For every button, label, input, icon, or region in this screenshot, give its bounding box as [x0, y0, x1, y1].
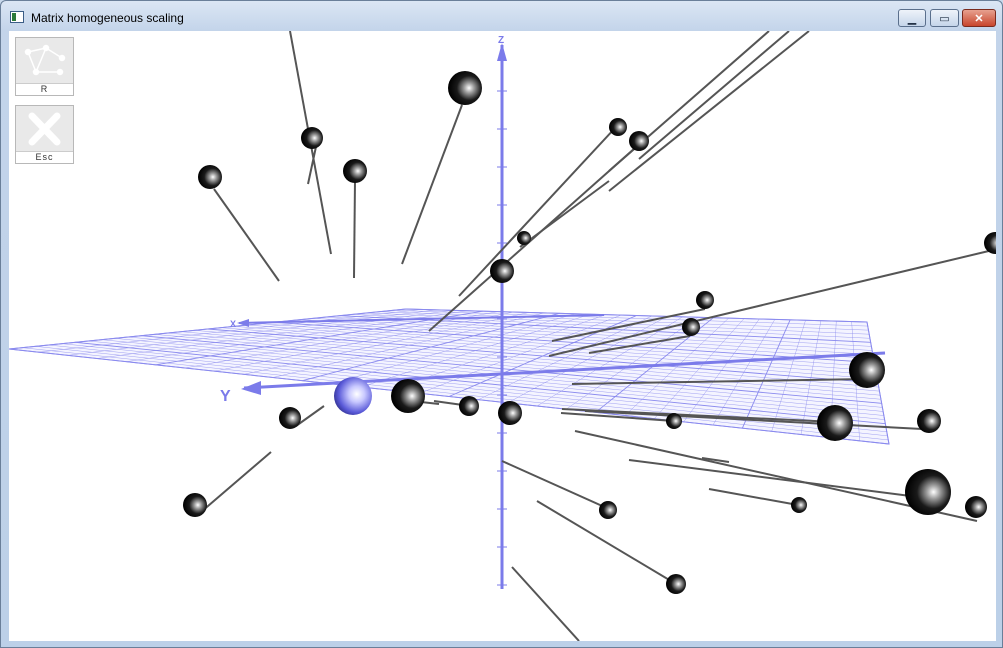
rod [608, 31, 770, 172]
sphere [682, 318, 700, 336]
sphere [498, 401, 522, 425]
sphere [343, 159, 367, 183]
rod [511, 566, 580, 641]
rod [501, 460, 610, 510]
rod [701, 457, 730, 463]
sphere [517, 231, 531, 245]
x-axis-label: X [230, 319, 236, 329]
sphere [629, 131, 649, 151]
rod [638, 31, 790, 160]
rod [560, 412, 675, 422]
spheres [183, 71, 996, 594]
rod [536, 500, 677, 585]
sphere [965, 496, 987, 518]
app-icon [10, 11, 24, 23]
sphere [917, 409, 941, 433]
sphere [448, 71, 482, 105]
escape-label: Esc [16, 151, 73, 163]
sphere [183, 493, 207, 517]
title-bar[interactable]: Matrix homogeneous scaling ▁ ▭ ✕ [1, 1, 1002, 31]
x-axis-arrow [237, 319, 249, 327]
reset-label: R [16, 83, 73, 95]
grid-line [800, 320, 822, 435]
rod [628, 459, 935, 500]
sphere [599, 501, 617, 519]
sphere [459, 396, 479, 416]
sphere [490, 259, 514, 283]
close-x-icon [28, 112, 61, 146]
sphere [696, 291, 714, 309]
y-axis-arrow [241, 381, 261, 395]
sphere [984, 232, 996, 254]
grid-line [75, 341, 886, 425]
rod [548, 249, 994, 357]
sphere [609, 118, 627, 136]
rod [608, 31, 810, 192]
grid-line [771, 320, 806, 432]
sphere [279, 407, 301, 429]
scene[interactable]: Z Y X [9, 31, 996, 641]
coordinate-axes: Z Y X [220, 35, 886, 589]
grid-line [35, 346, 888, 437]
grid-line [9, 348, 890, 445]
rod [708, 488, 799, 506]
z-axis-label: Z [498, 35, 504, 46]
sphere [791, 497, 807, 513]
window-title: Matrix homogeneous scaling [31, 11, 184, 25]
rod [353, 179, 356, 279]
rod [295, 405, 325, 427]
sphere [817, 405, 853, 441]
rod [428, 147, 636, 332]
sphere [905, 469, 951, 515]
sphere [198, 165, 222, 189]
grid-line [22, 347, 889, 441]
escape-button[interactable]: Esc [15, 105, 74, 164]
x-axis-line [238, 314, 605, 324]
rod [307, 141, 318, 185]
3d-viewport[interactable]: Z Y X R Esc [9, 31, 996, 641]
graph-icon [24, 44, 66, 76]
sphere [666, 413, 682, 429]
sphere [391, 379, 425, 413]
grid-line [61, 343, 887, 428]
rod [401, 104, 463, 265]
sphere [301, 127, 323, 149]
rod [588, 335, 691, 354]
rod [458, 126, 617, 297]
rod [571, 378, 868, 385]
sphere-rods [200, 31, 994, 641]
rod [551, 308, 706, 342]
reset-button[interactable]: R [15, 37, 74, 96]
maximize-button[interactable]: ▭ [930, 9, 959, 27]
rod [561, 408, 836, 423]
close-button[interactable]: ✕ [962, 9, 996, 27]
rod [213, 188, 280, 282]
minimize-button[interactable]: ▁ [898, 9, 926, 27]
rod [519, 180, 610, 248]
rod [200, 451, 272, 513]
rod [584, 410, 923, 430]
highlighted-sphere [334, 377, 372, 415]
sphere [666, 574, 686, 594]
y-axis-label: Y [220, 388, 231, 405]
z-axis-arrow [497, 43, 507, 61]
sphere [849, 352, 885, 388]
